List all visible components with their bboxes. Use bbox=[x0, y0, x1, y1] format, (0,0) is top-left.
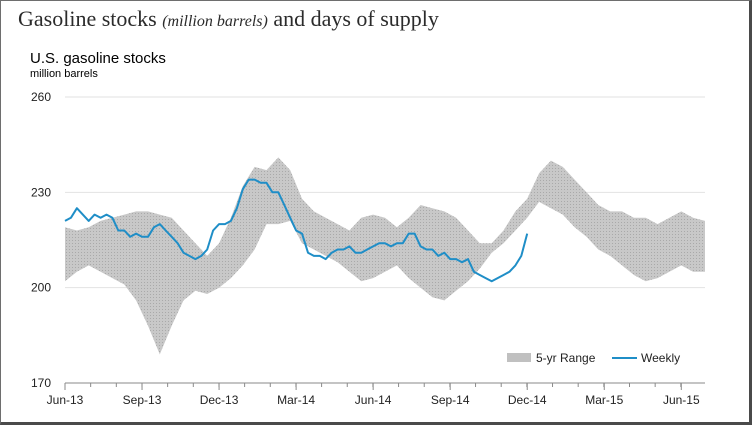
x-tick-label-jun-14: Jun-14 bbox=[355, 393, 392, 407]
x-tick-label-mar-14: Mar-14 bbox=[277, 393, 315, 407]
x-tick-label-jun-13: Jun-13 bbox=[47, 393, 84, 407]
legend-label-range: 5-yr Range bbox=[536, 351, 596, 365]
weekly-line-group bbox=[64, 178, 529, 283]
axes: 170 200 230 260 Jun-13 Sep-13 Dec-13 Mar-14 Jun-… bbox=[31, 90, 705, 407]
title-rest: and days of supply bbox=[267, 6, 439, 31]
legend-swatch-range bbox=[507, 353, 531, 362]
weekly-series-line bbox=[64, 178, 529, 283]
range-band bbox=[65, 157, 705, 355]
x-tick-label-dec-13: Dec-13 bbox=[200, 393, 239, 407]
x-tick-label-sep-14: Sep-14 bbox=[431, 393, 470, 407]
y-axis-unit-label: million barrels bbox=[30, 68, 98, 80]
title-main: Gasoline stocks bbox=[18, 6, 163, 31]
y-tick-label-200: 200 bbox=[31, 281, 51, 295]
chart-title: U.S. gasoline stocks bbox=[30, 50, 166, 67]
title-unit: (million barrels) bbox=[162, 13, 268, 30]
x-tick-label-sep-13: Sep-13 bbox=[123, 393, 162, 407]
five-year-range-band bbox=[65, 157, 705, 355]
x-tick-label-mar-15: Mar-15 bbox=[585, 393, 623, 407]
x-tick-label-jun-15: Jun-15 bbox=[663, 393, 700, 407]
legend-label-weekly: Weekly bbox=[641, 351, 680, 365]
x-tick-label-dec-14: Dec-14 bbox=[508, 393, 547, 407]
legend: 5-yr Range Weekly bbox=[507, 351, 680, 365]
page-title: Gasoline stocks (million barrels) and da… bbox=[18, 6, 439, 32]
y-tick-label-230: 230 bbox=[31, 185, 51, 199]
y-tick-label-260: 260 bbox=[31, 90, 51, 104]
y-tick-label-170: 170 bbox=[31, 376, 51, 390]
